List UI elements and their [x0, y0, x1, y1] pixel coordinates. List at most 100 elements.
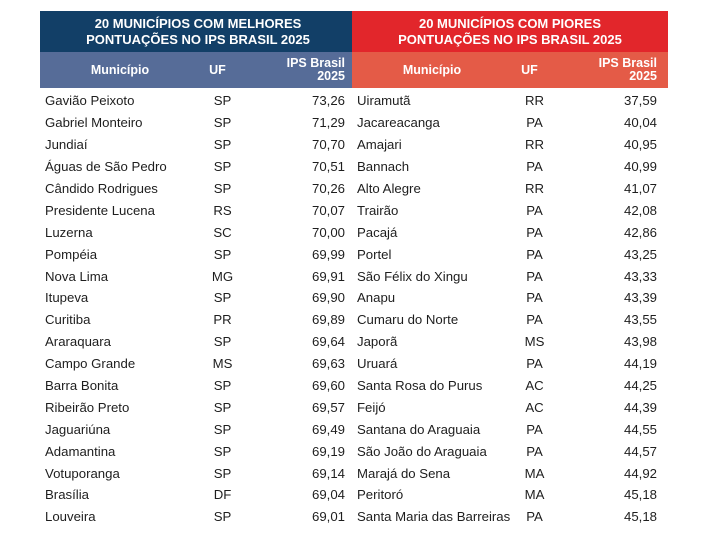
municipio-cell: Anapu [357, 290, 396, 306]
table-row: Trairão PA 42,08 [352, 199, 668, 221]
municipio-cell: Feijó [357, 399, 386, 415]
ips-cell: 70,00 [311, 224, 345, 240]
table-row: Santa Maria das Barreiras PA 45,18 [352, 506, 668, 528]
ips-cell: 42,08 [623, 202, 657, 218]
table-row: Águas de São Pedro SP 70,51 [40, 156, 356, 178]
municipio-cell: Gabriel Monteiro [45, 115, 143, 131]
table-row: Presidente Lucena RS 70,07 [40, 199, 356, 221]
ips-cell: 44,55 [623, 421, 657, 437]
ips-cell: 70,26 [311, 181, 345, 196]
municipio-cell: Curitiba [45, 312, 91, 328]
table-row: Uiramutã RR 37,59 [352, 90, 668, 112]
uf-cell: PA [526, 443, 543, 459]
uf-cell: SC [213, 224, 232, 240]
uf-cell: SP [213, 399, 232, 415]
worst-table-title: 20 MUNICÍPIOS COM PIORES PONTUAÇÕES NO I… [352, 11, 668, 52]
worst-title-line2: PONTUAÇÕES NO IPS BRASIL 2025 [398, 31, 622, 47]
best-municipalities-table: 20 MUNICÍPIOS COM MELHORES PONTUAÇÕES NO… [40, 11, 356, 528]
table-row: Votuporanga SP 69,14 [40, 462, 356, 484]
uf-cell: PA [526, 421, 543, 437]
ips-cell: 69,63 [311, 356, 345, 372]
ips-cell: 43,33 [623, 268, 657, 284]
ips-cell: 42,86 [623, 224, 657, 240]
municipio-cell: Votuporanga [45, 465, 120, 481]
municipio-cell: Araraquara [45, 334, 111, 350]
table-row: Cumaru do Norte PA 43,55 [352, 309, 668, 331]
municipio-cell: Trairão [357, 202, 399, 218]
ips-cell: 44,57 [623, 443, 657, 459]
ips-cell: 40,99 [623, 159, 657, 175]
uf-cell: SP [213, 443, 232, 459]
uf-cell: SP [213, 378, 232, 394]
municipio-cell: Santa Rosa do Purus [357, 378, 483, 394]
ips-cell: 69,90 [311, 290, 345, 306]
uf-cell: SP [213, 93, 232, 109]
municipio-cell: Louveira [45, 509, 96, 525]
ips-cell: 69,64 [311, 334, 345, 350]
worst-table-header: Município UF IPS Brasil 2025 [352, 52, 668, 88]
municipio-cell: Santana do Araguaia [357, 421, 481, 437]
uf-cell: MA [524, 465, 545, 481]
ips-cell: 69,49 [311, 421, 345, 437]
col-header-ips-line2: 2025 [317, 69, 345, 83]
col-header-municipio: Município [90, 63, 150, 77]
table-row: Jaguariúna SP 69,49 [40, 418, 356, 440]
uf-cell: SP [213, 181, 232, 196]
municipio-cell: Marajá do Sena [357, 465, 451, 481]
municipio-cell: Gavião Peixoto [45, 93, 135, 109]
uf-cell: PA [526, 268, 543, 284]
ips-cell: 44,92 [623, 465, 657, 481]
uf-cell: SP [213, 159, 232, 175]
municipio-cell: Águas de São Pedro [45, 159, 167, 175]
ips-cell: 69,14 [311, 465, 345, 481]
table-row: Portel PA 43,25 [352, 243, 668, 265]
col-header-ips-line1: IPS Brasil [286, 56, 345, 70]
municipio-cell: Campo Grande [45, 356, 136, 372]
municipio-cell: Jacareacanga [357, 115, 440, 131]
ips-cell: 69,60 [311, 378, 345, 394]
ips-cell: 40,04 [623, 115, 657, 131]
table-row: Pacajá PA 42,86 [352, 221, 668, 243]
municipio-cell: Pacajá [357, 224, 398, 240]
best-table-body: Gavião Peixoto SP 73,26 Gabriel Monteiro SP 7… [40, 88, 356, 528]
ips-cell: 69,89 [311, 312, 345, 328]
col-header-ips-line1: IPS Brasil [598, 56, 657, 70]
table-row: Uruará PA 44,19 [352, 353, 668, 375]
best-title-line1: 20 MUNICÍPIOS COM MELHORES [94, 15, 302, 31]
col-header-ips: IPS Brasil 2025 [547, 57, 668, 83]
table-row: Curitiba PR 69,89 [40, 309, 356, 331]
uf-cell: SP [213, 509, 232, 525]
municipio-cell: Cândido Rodrigues [45, 181, 158, 196]
municipio-cell: São João do Araguaia [357, 443, 487, 459]
best-table-header: Município UF IPS Brasil 2025 [40, 52, 356, 88]
table-row: Brasília DF 69,04 [40, 484, 356, 506]
municipio-cell: Brasília [45, 487, 89, 503]
table-row: Gavião Peixoto SP 73,26 [40, 90, 356, 112]
uf-cell: PA [526, 159, 543, 175]
table-row: Luzerna SC 70,00 [40, 221, 356, 243]
table-row: Campo Grande MS 69,63 [40, 353, 356, 375]
municipio-cell: Itupeva [45, 290, 89, 306]
uf-cell: PA [526, 202, 543, 218]
uf-cell: SP [213, 421, 232, 437]
uf-cell: SP [213, 137, 232, 153]
table-row: Gabriel Monteiro SP 71,29 [40, 112, 356, 134]
ips-cell: 43,98 [623, 334, 657, 350]
municipio-cell: Jundiaí [45, 137, 88, 153]
municipio-cell: Uiramutã [357, 93, 411, 109]
table-row: Nova Lima MG 69,91 [40, 265, 356, 287]
ips-cell: 70,51 [311, 159, 345, 175]
ips-cell: 45,18 [623, 509, 657, 525]
ips-cell: 41,07 [623, 181, 657, 196]
uf-cell: DF [213, 487, 232, 503]
table-row: Santa Rosa do Purus AC 44,25 [352, 375, 668, 397]
ips-cell: 44,19 [623, 356, 657, 372]
table-row: Anapu PA 43,39 [352, 287, 668, 309]
uf-cell: MG [211, 268, 234, 284]
col-header-uf: UF [521, 63, 538, 77]
municipio-cell: Nova Lima [45, 268, 109, 284]
ips-cell: 69,04 [311, 487, 345, 503]
municipio-cell: Amajari [357, 137, 402, 153]
uf-cell: RR [524, 181, 545, 196]
ips-cell: 71,29 [311, 115, 345, 131]
